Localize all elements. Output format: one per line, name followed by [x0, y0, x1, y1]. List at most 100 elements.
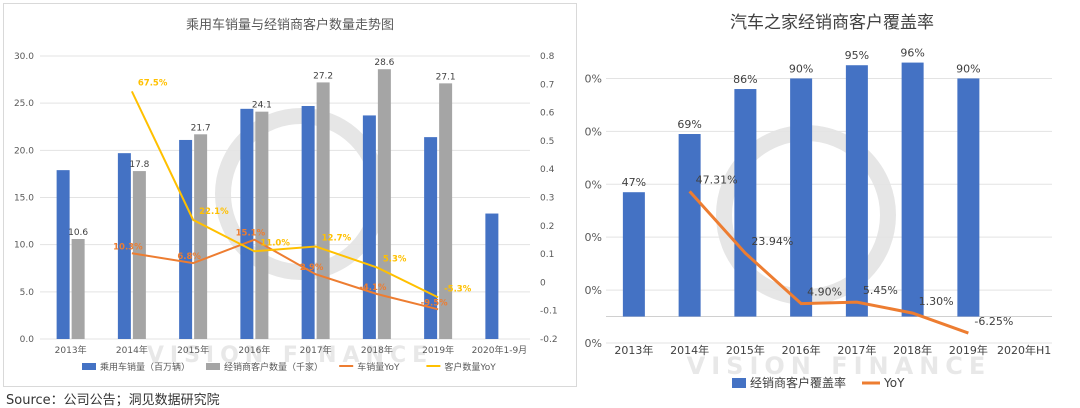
bar-sales	[485, 213, 499, 339]
line-sales-yoy	[131, 238, 439, 311]
y2-tick-label: 0.4	[540, 165, 555, 175]
x-tick-label: 2015年	[177, 344, 209, 356]
chart-title: 汽车之家经销商客户覆盖率	[730, 13, 934, 33]
y2-tick-label: 0	[540, 278, 546, 288]
y-tick-label: 0.0	[20, 335, 35, 345]
line-data-label: 15.1%	[236, 229, 266, 239]
x-tick-label: 2019年	[949, 343, 988, 357]
y-tick-label: 5.0	[20, 288, 35, 298]
bar-data-label: 27.1	[436, 72, 456, 82]
bar-coverage	[678, 134, 701, 317]
bar-sales	[301, 105, 315, 339]
line-data-label: 47.31%	[696, 173, 738, 186]
line-data-label: 5.45%	[863, 284, 898, 297]
line-data-label: -4.1%	[359, 283, 387, 293]
y2-tick-label: 0.2	[540, 222, 554, 232]
line-data-label: 67.5%	[138, 78, 168, 88]
line-data-label: 12.7%	[322, 233, 352, 243]
legend-swatch	[732, 378, 746, 388]
line-data-label: 22.1%	[199, 207, 229, 217]
x-tick-label: 2017年	[300, 344, 332, 356]
y-tick-label: 15.0	[14, 194, 34, 204]
line-data-label: 2.9%	[300, 263, 324, 273]
legend-label: 乘用车销量（百万辆）	[100, 361, 190, 373]
bar-dealers	[439, 83, 453, 340]
x-tick-label: 2013年	[55, 344, 87, 356]
bar-sales	[424, 137, 438, 339]
line-data-label: 11.0%	[260, 238, 290, 248]
y-tick-label: 30.0	[14, 52, 34, 62]
line-data-label: 10.3%	[113, 242, 143, 252]
line-data-label: 6.8%	[177, 252, 201, 262]
bar-coverage	[790, 78, 813, 317]
y2-tick-label: 0.1	[540, 250, 554, 260]
bar-sales	[56, 170, 70, 339]
line-data-label: 1.30%	[919, 295, 954, 308]
chart-panel-coverage: 汽车之家经销商客户覆盖率 VISION FINANCE -10% 10% 30% 50%…	[574, 0, 1080, 392]
line-data-label: 4.90%	[807, 286, 842, 299]
bar-data-label: 90%	[789, 62, 813, 75]
bar-data-label: 24.1	[252, 101, 272, 111]
x-tick-label: 2016年	[782, 343, 821, 357]
y2-tick-label: -0.2	[540, 335, 558, 345]
bar-data-label: 90%	[956, 62, 980, 75]
bar-coverage	[734, 89, 757, 317]
bar-data-label: 28.6	[374, 58, 394, 68]
y2-tick-label: 0.5	[540, 137, 554, 147]
bar-data-label: 69%	[677, 118, 701, 131]
x-tick-label: 2019年	[422, 344, 454, 356]
legend-label: 车销量YoY	[357, 361, 400, 373]
y2-tick-label: 0.6	[540, 109, 555, 119]
bar-data-label: 27.2	[313, 71, 333, 81]
x-tick-label: 2020年1-9月	[472, 344, 528, 356]
line-data-label: -9.5%	[421, 298, 449, 308]
watermark-text: VISION FINANCE	[687, 352, 992, 380]
legend-swatch	[82, 363, 96, 370]
y-tick-label: 10.0	[14, 241, 34, 251]
watermark-text: VISION FINANCE	[147, 343, 433, 368]
y2-tick-label: 0.3	[540, 194, 554, 204]
bar-sales	[117, 153, 131, 339]
chart-panel-sales-dealers: 乘用车销量与经销商客户数量走势图 VISION FINANCE 0.0 5.0 10.…	[3, 3, 577, 387]
y-tick-label: 70%	[584, 125, 602, 138]
legend-label: 经销商客户数量（千家）	[224, 361, 323, 373]
legend-label: 客户数量YoY	[444, 361, 496, 373]
bar-data-label: 95%	[845, 49, 869, 62]
y-tick-label: 30%	[584, 231, 602, 244]
bar-dealers	[194, 134, 208, 339]
y2-tick-label: -0.1	[540, 307, 558, 317]
y-tick-label: 50%	[584, 178, 602, 191]
y-tick-label: 90%	[584, 72, 602, 85]
line-coverage-yoy	[688, 190, 969, 335]
x-tick-label: 2016年	[238, 344, 270, 356]
y-tick-label: 10%	[584, 284, 602, 297]
x-tick-label: 2018年	[893, 343, 932, 357]
x-tick-label: 2014年	[670, 343, 709, 357]
bar-data-label: 21.7	[191, 123, 211, 133]
bar-dealers	[255, 111, 269, 339]
bar-dealers	[71, 239, 85, 339]
x-tick-label: 2017年	[837, 343, 876, 357]
line-dealers-yoy	[130, 90, 439, 299]
y-tick-label: 25.0	[14, 99, 34, 109]
line-data-label: -6.25%	[974, 315, 1013, 328]
y-tick-label: -10%	[584, 337, 602, 350]
chart-svg-coverage: VISION FINANCE -10% 10% 30% 50% 70% 90% 2013年 20…	[574, 47, 1052, 390]
bar-data-label: 10.6	[68, 228, 88, 238]
bar-dealers	[316, 82, 330, 339]
bar-data-label: 17.8	[129, 160, 149, 170]
bar-data-label: 47%	[622, 176, 646, 189]
source-note: Source：公司公告；洞见数据研究院	[6, 393, 220, 408]
x-tick-label: 2014年	[116, 344, 148, 356]
y2-tick-label: 0.7	[540, 80, 554, 90]
x-tick-label: 2020年H1	[997, 343, 1051, 357]
legend-label: YoY	[883, 376, 905, 390]
bar-dealers	[377, 69, 391, 339]
line-data-label: -5.3%	[444, 284, 472, 294]
bar-coverage	[957, 78, 980, 317]
y-tick-label: 20.0	[14, 146, 34, 156]
bar-coverage	[901, 62, 924, 317]
bar-sales	[179, 139, 193, 339]
line-data-label: 5.3%	[383, 254, 407, 264]
y2-tick-label: 0.8	[540, 52, 555, 62]
